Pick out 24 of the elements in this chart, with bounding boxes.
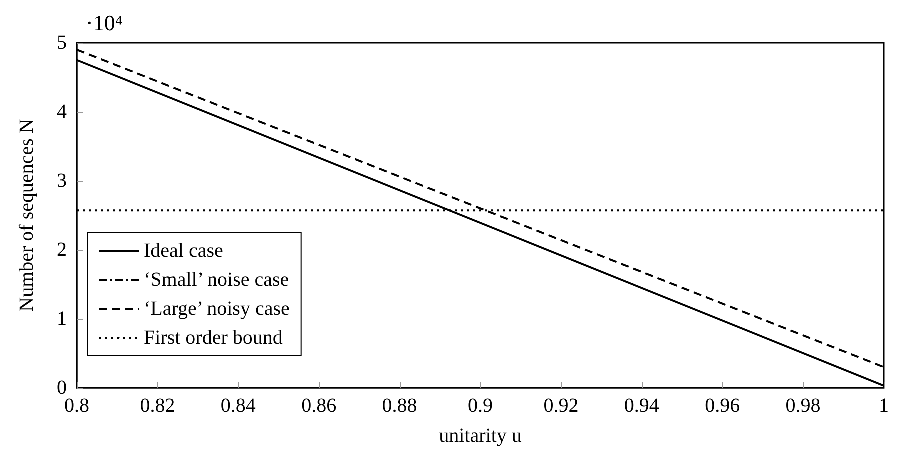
x-tick-label: 0.84 [220,395,256,417]
y-tick-label: 2 [57,239,67,261]
y-tick-label: 5 [57,32,67,54]
legend-label: ‘Small’ noise case [144,269,290,291]
text: ·10⁴ [86,10,124,36]
x-tick-label: 0.92 [544,395,579,417]
y-tick-label: 0 [57,377,67,399]
x-tick-label: 0.98 [786,395,821,417]
x-tick-label: 0.94 [624,395,660,417]
x-tick-label: 0.8 [64,395,90,417]
legend-label: ‘Large’ noisy case [144,298,290,320]
legend-label: Ideal case [144,240,224,262]
x-tick-label: 0.86 [302,395,337,417]
y-tick-label: 1 [57,308,67,330]
y-tick-label: 3 [57,170,67,192]
x-tick-label: 0.88 [382,395,418,417]
legend-label: First order bound [144,327,283,349]
x-axis-title: unitarity u [439,425,522,447]
y-tick-label: 4 [57,101,67,123]
x-tick-label: 0.96 [705,395,740,417]
x-tick-label: 0.82 [140,395,176,417]
x-tick-label: 1 [879,395,889,417]
x-tick-label: 0.9 [468,395,493,417]
y-axis-title: Number of sequences N [16,119,38,312]
